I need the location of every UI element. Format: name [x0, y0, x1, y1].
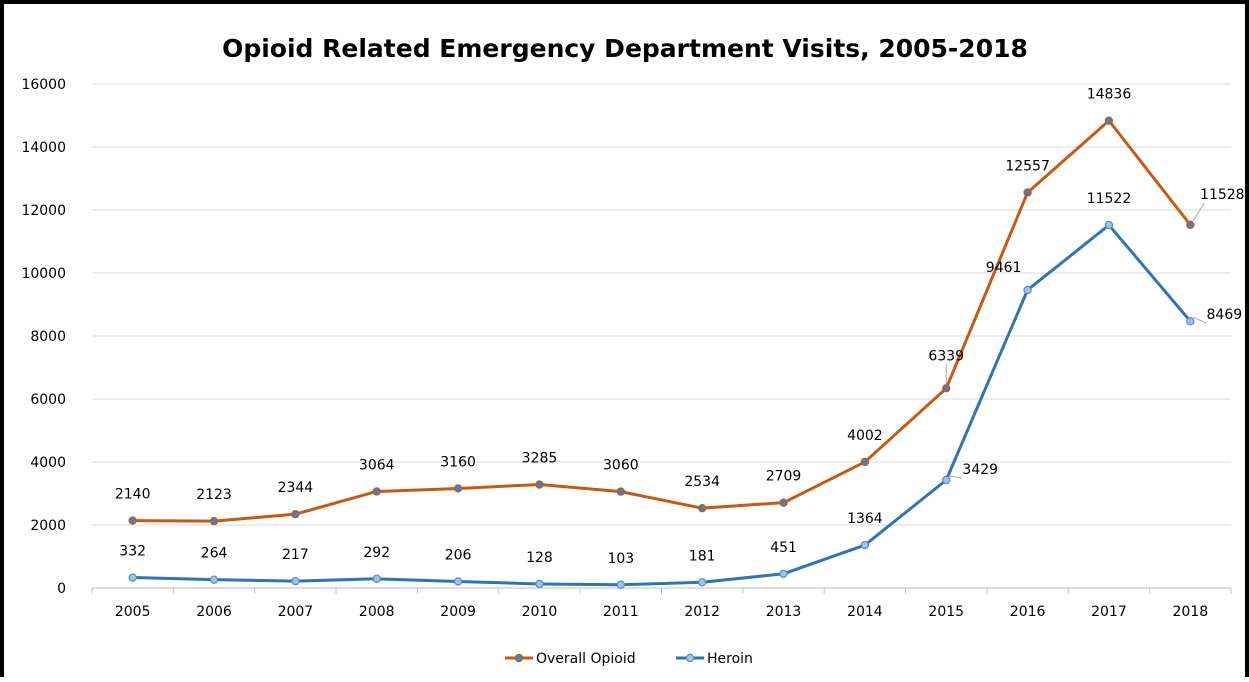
x-axis: 2005 2006 2007 2008 2009 2010 2011 2012 2013 2014…: [91, 588, 1232, 620]
x-tick-label: 2018: [1173, 604, 1209, 620]
y-axis: 0 2000 4000 6000 8000 10000 12000 14000 16000: [21, 77, 66, 597]
data-point: [209, 575, 219, 584]
data-label: 9461: [986, 260, 1022, 276]
x-tick-label: 2005: [115, 604, 151, 620]
data-label: 103: [607, 551, 634, 567]
data-point: [779, 569, 788, 578]
y-tick-label: 10000: [21, 266, 66, 282]
data-label: 4002: [847, 428, 883, 444]
x-tick-label: 2014: [847, 604, 883, 620]
data-label: 2344: [278, 480, 314, 496]
data-label: 292: [363, 545, 390, 561]
x-tick-label: 2009: [440, 604, 476, 620]
legend-label: Heroin: [707, 651, 753, 667]
data-label: 3160: [440, 454, 476, 470]
data-point: [616, 580, 626, 589]
label-leader-line: [1193, 316, 1207, 324]
line-chart: Opioid Related Emergency Department Visi…: [21, 34, 1245, 667]
data-label: 332: [119, 544, 146, 560]
data-point: [291, 509, 300, 519]
series-line: [132, 119, 1192, 523]
legend-item: Heroin: [676, 651, 753, 667]
x-tick-label: 2010: [522, 604, 558, 620]
data-point: [616, 487, 626, 496]
data-label: 217: [282, 547, 309, 563]
chart-title: Opioid Related Emergency Department Visi…: [222, 34, 1028, 63]
data-label: 12557: [1005, 158, 1050, 174]
y-tick-label: 0: [57, 581, 66, 597]
legend-item: Overall Opioid: [505, 651, 636, 667]
data-point: [1186, 317, 1195, 326]
series-group: 2140 2123 2344 3064 3160 3285 3060 2534 2709 4002…: [115, 87, 1245, 589]
y-tick-label: 12000: [21, 203, 66, 219]
y-tick-label: 14000: [21, 140, 66, 156]
data-label: 2123: [196, 487, 232, 503]
data-label: 128: [526, 550, 553, 566]
data-label: 264: [201, 546, 228, 562]
data-point: [128, 516, 137, 525]
data-point: [372, 574, 381, 584]
x-tick-label: 2017: [1091, 604, 1127, 620]
data-point: [453, 484, 463, 493]
data-label: 206: [445, 548, 472, 564]
legend-marker: [685, 653, 695, 663]
y-tick-label: 2000: [30, 518, 66, 534]
y-tick-label: 16000: [21, 77, 66, 93]
data-label: 6339: [928, 348, 964, 364]
x-tick-label: 2013: [766, 604, 802, 620]
data-label: 2140: [115, 487, 151, 503]
data-point: [372, 487, 381, 496]
data-label: 3060: [603, 458, 639, 474]
data-label: 1364: [847, 511, 883, 527]
data-label: 451: [770, 540, 797, 556]
data-point: [779, 498, 788, 507]
data-label: 2534: [684, 474, 720, 490]
data-point: [291, 576, 300, 586]
data-point: [1104, 220, 1114, 230]
data-point: [128, 573, 137, 582]
x-tick-label: 2006: [196, 604, 232, 620]
x-tick-label: 2016: [1010, 604, 1046, 620]
data-point: [942, 475, 951, 485]
data-point: [860, 540, 870, 550]
data-point: [1023, 285, 1032, 295]
data-label: 3285: [522, 451, 558, 467]
data-point: [697, 503, 707, 513]
y-tick-label: 8000: [30, 329, 66, 345]
data-label: 11522: [1087, 191, 1132, 207]
label-leader-line: [1192, 202, 1205, 222]
data-label: 3429: [962, 462, 998, 478]
legend-label: Overall Opioid: [536, 651, 636, 667]
data-label: 2709: [766, 469, 802, 485]
legend: Overall Opioid Heroin: [505, 651, 753, 667]
gridlines: [92, 83, 1231, 589]
data-point: [535, 480, 544, 489]
data-point: [942, 384, 951, 393]
data-label: 181: [689, 548, 716, 564]
data-point: [860, 457, 870, 467]
data-label: 14836: [1087, 87, 1132, 103]
data-label: 3064: [359, 457, 395, 473]
data-point: [1104, 116, 1114, 125]
data-point: [1023, 188, 1032, 197]
series-line: [132, 223, 1192, 587]
y-tick-label: 4000: [30, 455, 66, 471]
legend-marker: [514, 653, 524, 663]
x-tick-label: 2012: [684, 604, 720, 620]
data-point: [1186, 220, 1195, 230]
data-label: 8469: [1207, 307, 1243, 323]
x-tick-label: 2015: [928, 604, 964, 620]
data-point: [209, 516, 219, 526]
x-tick-label: 2008: [359, 604, 395, 620]
y-tick-label: 6000: [30, 392, 66, 408]
data-point: [697, 578, 707, 587]
data-point: [535, 579, 544, 589]
x-tick-label: 2007: [278, 604, 314, 620]
x-tick-label: 2011: [603, 604, 639, 620]
data-label: 11528: [1200, 187, 1245, 203]
label-leader-line: [949, 475, 963, 479]
data-point: [453, 577, 463, 586]
